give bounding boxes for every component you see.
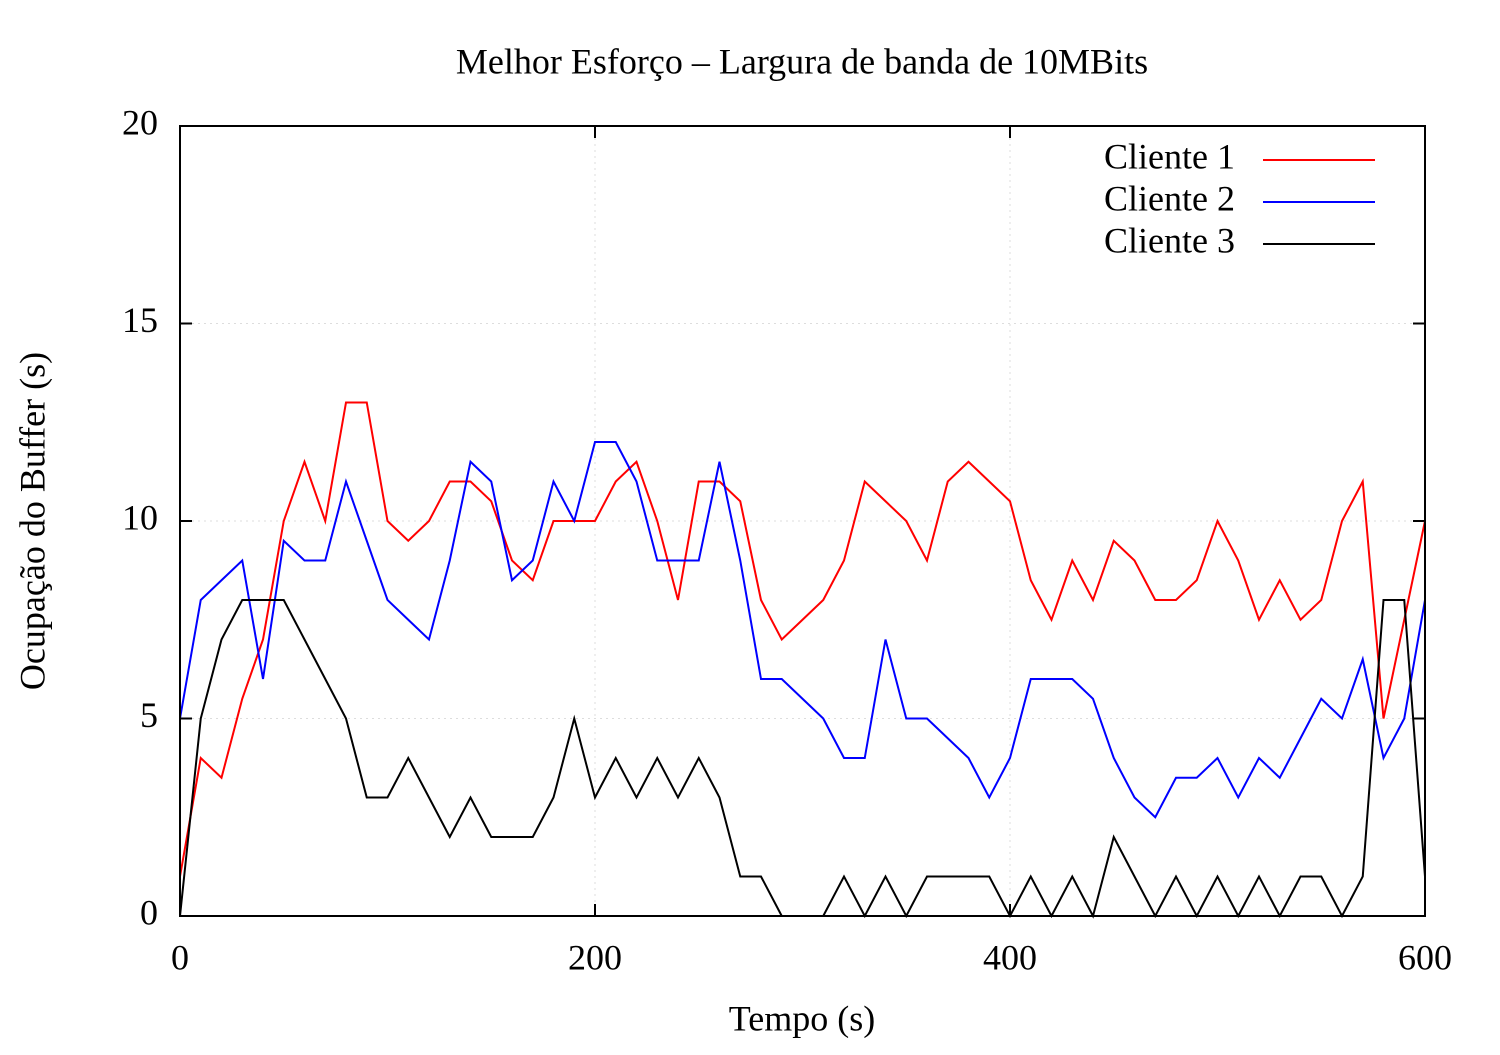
legend-label: Cliente 3 — [1104, 220, 1235, 260]
x-tick-label: 0 — [171, 937, 189, 977]
legend-label: Cliente 2 — [1104, 178, 1235, 218]
legend-label: Cliente 1 — [1104, 136, 1235, 176]
x-tick-label: 400 — [983, 937, 1037, 977]
x-axis-label: Tempo (s) — [729, 998, 875, 1038]
y-tick-label: 5 — [140, 695, 158, 735]
line — [179, 599, 1426, 919]
line — [179, 441, 1426, 819]
y-tick-label: 0 — [140, 892, 158, 932]
x-tick-label: 600 — [1398, 937, 1452, 977]
line — [179, 401, 1426, 877]
y-tick-label: 20 — [122, 102, 158, 142]
y-tick-label: 15 — [122, 300, 158, 340]
y-axis-label: Ocupação do Buffer (s) — [12, 352, 52, 690]
plot-frame — [179, 125, 1426, 917]
x-tick-label: 200 — [568, 937, 622, 977]
y-tick-label: 10 — [122, 497, 158, 537]
chart-title: Melhor Esforço – Largura de banda de 10M… — [456, 41, 1148, 81]
